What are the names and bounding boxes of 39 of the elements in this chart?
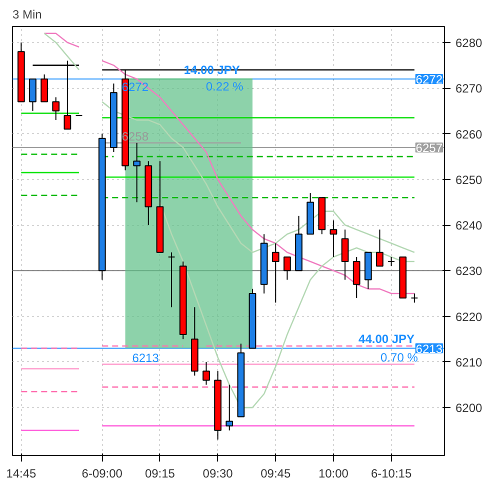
candlestick <box>341 229 349 280</box>
candlestick <box>272 242 280 304</box>
ref-line-label: 6257 <box>416 140 443 155</box>
candlestick <box>284 256 291 280</box>
x-tick-label: 09:30 <box>202 466 234 480</box>
y-tick-label: 6230 <box>456 264 483 278</box>
candlestick <box>133 142 141 203</box>
x-tick-label: 09:45 <box>260 466 291 480</box>
line-series <box>159 202 416 408</box>
y-tick-label: 6280 <box>456 36 483 50</box>
y-tick-label: 6260 <box>456 127 483 142</box>
x-tick-label: 10:00 <box>318 466 349 480</box>
candlestick <box>52 96 60 121</box>
x-tick-label: 6-09:00 <box>82 466 123 480</box>
candlestick <box>226 384 234 431</box>
candlestick <box>376 229 384 267</box>
x-tick-label: 14:45 <box>6 466 37 480</box>
candlestick <box>330 220 338 258</box>
ref-line-label: 6213 <box>416 342 443 356</box>
candlestick <box>29 78 36 112</box>
candlestick <box>410 292 418 304</box>
annotation: 6213 <box>132 350 160 365</box>
y-tick-label: 6240 <box>456 218 483 233</box>
annotation: 44.00 JPY <box>358 332 415 346</box>
y-tick-label: 6220 <box>456 310 483 324</box>
y-tick-label: 6210 <box>456 355 483 370</box>
chart-title: 3 Min <box>12 8 42 22</box>
x-tick-label: 6-10:15 <box>370 466 412 480</box>
ref-line-label: 6272 <box>416 72 443 86</box>
x-tick-label: 09:15 <box>144 466 176 480</box>
candlestick <box>40 74 48 102</box>
candlestick <box>352 256 360 299</box>
annotation: 0.22 % <box>206 80 244 94</box>
y-tick-label: 6270 <box>456 82 483 96</box>
candlestick <box>388 256 395 267</box>
candlestick <box>202 361 210 386</box>
y-tick-label: 6250 <box>456 172 483 187</box>
y-tick-label: 6200 <box>456 401 483 416</box>
candlestick <box>168 252 176 308</box>
